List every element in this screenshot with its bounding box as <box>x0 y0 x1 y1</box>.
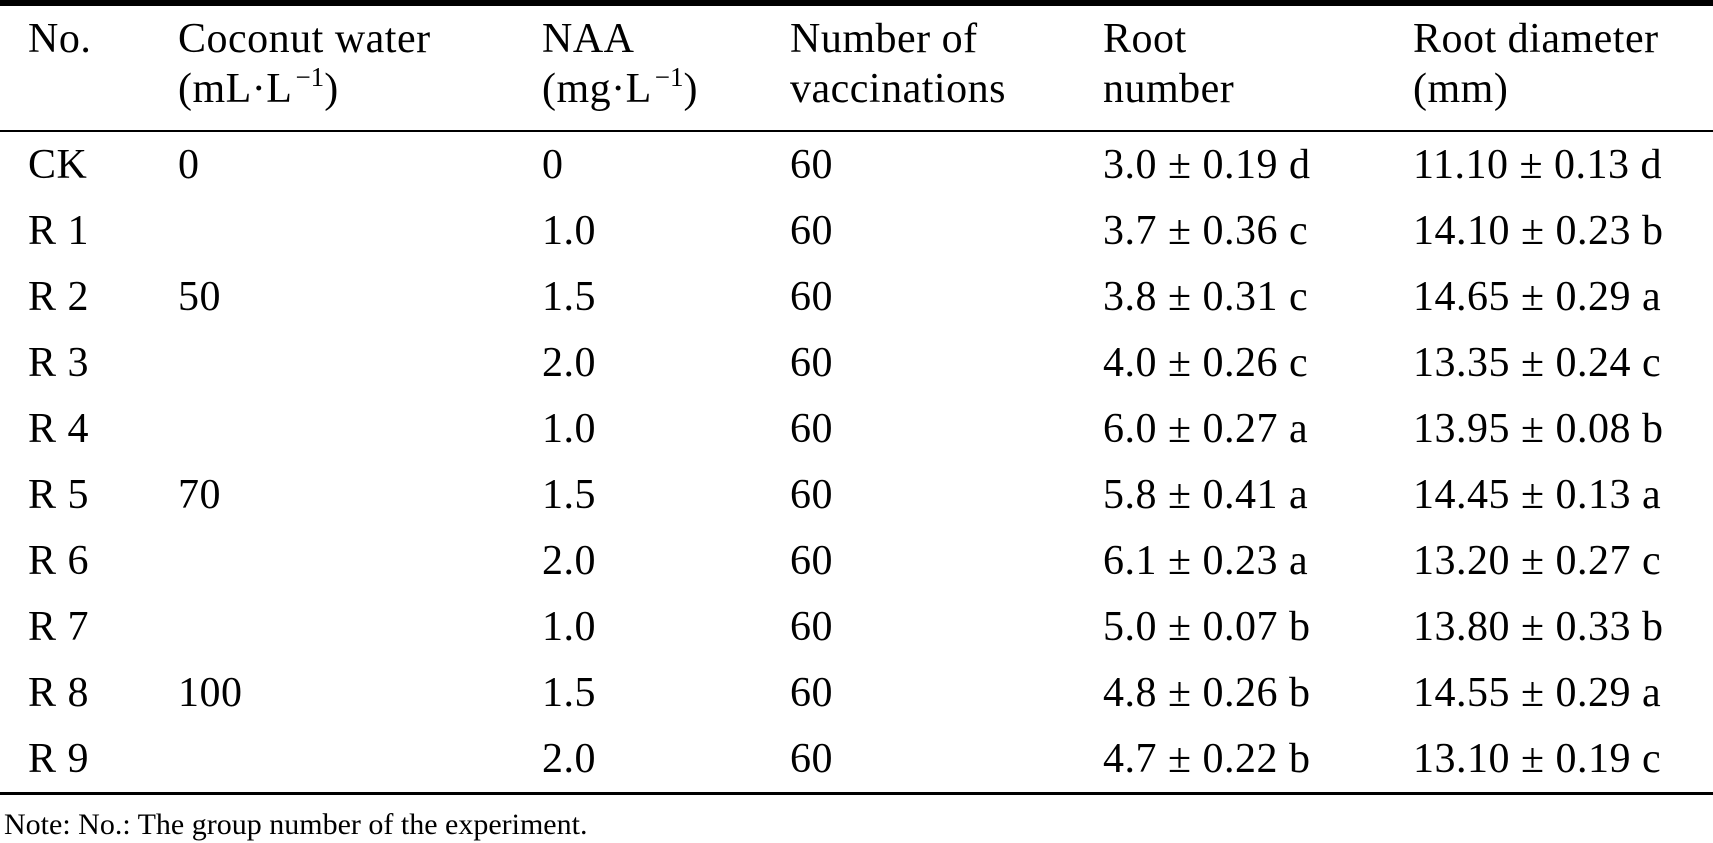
vaccinations-cell: 60 <box>790 274 833 320</box>
root-diameter-cell: 13.35 ± 0.24 c <box>1413 340 1662 386</box>
root-diameter-cell: 11.10 ± 0.13 d <box>1413 142 1662 188</box>
row-label-cell: R 3 <box>28 340 90 386</box>
root-number-cell: 4.8 ± 0.26 b <box>1103 670 1311 716</box>
naa-cell: 2.0 <box>542 538 596 584</box>
header-row: No. Coconut water (mL·L −1) NAA (mg·L −1) … <box>0 3 1713 132</box>
root-number-cell: 4.0 ± 0.26 c <box>1103 340 1309 386</box>
root-diameter-cell: 14.45 ± 0.13 a <box>1413 472 1662 518</box>
table-row: R 3 2.0 60 4.0 ± 0.26 c 13.35 ± 0.24 c <box>0 330 1713 396</box>
coconut-water-cell: 0 <box>178 142 200 188</box>
root-number-cell: 6.0 ± 0.27 a <box>1103 406 1309 452</box>
naa-cell: 2.0 <box>542 736 596 782</box>
row-label-cell: R 6 <box>28 538 90 584</box>
unit-prefix: (mL·L <box>178 66 293 112</box>
vaccinations-cell: 60 <box>790 736 833 782</box>
coconut-water-cell <box>148 198 512 264</box>
root-number-cell: 3.8 ± 0.31 c <box>1103 274 1309 320</box>
root-diameter-cell: 14.65 ± 0.29 a <box>1413 274 1662 320</box>
col-header-root-diameter-line1: Root diameter <box>1413 16 1659 62</box>
naa-cell: 1.5 <box>542 670 596 716</box>
col-header-vaccinations-line1: Number of <box>790 16 978 62</box>
root-diameter-cell: 13.10 ± 0.19 c <box>1413 736 1662 782</box>
vaccinations-cell: 60 <box>790 406 833 452</box>
naa-cell: 2.0 <box>542 340 596 386</box>
row-label-cell: R 9 <box>28 736 90 782</box>
unit-superscript: −1 <box>654 62 684 92</box>
row-label-cell: CK <box>28 142 88 188</box>
root-number-cell: 5.8 ± 0.41 a <box>1103 472 1309 518</box>
root-number-cell: 5.0 ± 0.07 b <box>1103 604 1311 650</box>
naa-cell: 1.0 <box>542 406 596 452</box>
root-diameter-cell: 14.10 ± 0.23 b <box>1413 208 1664 254</box>
col-header-naa-unit: (mg·L −1) <box>542 62 760 118</box>
col-header-naa: NAA (mg·L −1) <box>512 3 760 132</box>
unit-prefix: (mg·L <box>542 66 652 112</box>
vaccinations-cell: 60 <box>790 472 833 518</box>
row-label-cell: R 1 <box>28 208 90 254</box>
table-row: R 5 70 1.5 60 5.8 ± 0.41 a 14.45 ± 0.13 … <box>0 462 1713 528</box>
root-diameter-cell: 14.55 ± 0.29 a <box>1413 670 1662 716</box>
table-row: R 1 1.0 60 3.7 ± 0.36 c 14.10 ± 0.23 b <box>0 198 1713 264</box>
col-header-coconut-water-label: Coconut water <box>178 16 431 62</box>
naa-cell: 1.0 <box>542 208 596 254</box>
coconut-water-cell <box>148 726 512 794</box>
col-header-root-diameter: Root diameter (mm) <box>1383 3 1713 132</box>
col-header-root-number-line2: number <box>1103 66 1235 112</box>
vaccinations-cell: 60 <box>790 142 833 188</box>
table-row: R 9 2.0 60 4.7 ± 0.22 b 13.10 ± 0.19 c <box>0 726 1713 794</box>
table-row: R 8 100 1.5 60 4.8 ± 0.26 b 14.55 ± 0.29… <box>0 660 1713 726</box>
vaccinations-cell: 60 <box>790 340 833 386</box>
row-label-cell: R 8 <box>28 670 90 716</box>
unit-suffix: ) <box>324 66 339 112</box>
row-label-cell: R 2 <box>28 274 90 320</box>
col-header-coconut-water: Coconut water (mL·L −1) <box>148 3 512 132</box>
root-diameter-cell: 13.95 ± 0.08 b <box>1413 406 1664 452</box>
coconut-water-cell <box>148 396 512 462</box>
root-number-cell: 4.7 ± 0.22 b <box>1103 736 1311 782</box>
table-note: Note: No.: The group number of the exper… <box>4 808 588 841</box>
col-header-vaccinations-line2: vaccinations <box>790 66 1006 112</box>
root-number-cell: 6.1 ± 0.23 a <box>1103 538 1309 584</box>
table-row: R 4 1.0 60 6.0 ± 0.27 a 13.95 ± 0.08 b <box>0 396 1713 462</box>
coconut-water-cell: 70 <box>178 472 221 518</box>
root-diameter-cell: 13.80 ± 0.33 b <box>1413 604 1664 650</box>
col-header-root-number-line1: Root <box>1103 16 1187 62</box>
col-header-vaccinations: Number of vaccinations <box>760 3 1073 132</box>
table-row: CK 0 0 60 3.0 ± 0.19 d 11.10 ± 0.13 d <box>0 131 1713 198</box>
naa-cell: 1.0 <box>542 604 596 650</box>
col-header-coconut-water-unit: (mL·L −1) <box>178 62 512 118</box>
root-number-cell: 3.7 ± 0.36 c <box>1103 208 1309 254</box>
vaccinations-cell: 60 <box>790 208 833 254</box>
table-row: R 7 1.0 60 5.0 ± 0.07 b 13.80 ± 0.33 b <box>0 594 1713 660</box>
coconut-water-cell <box>148 528 512 594</box>
unit-suffix: ) <box>683 66 699 112</box>
naa-cell: 1.5 <box>542 274 596 320</box>
col-header-no: No. <box>0 3 148 132</box>
unit-superscript: −1 <box>295 62 325 92</box>
root-number-cell: 3.0 ± 0.19 d <box>1103 142 1311 188</box>
vaccinations-cell: 60 <box>790 670 833 716</box>
vaccinations-cell: 60 <box>790 538 833 584</box>
row-label-cell: R 5 <box>28 472 90 518</box>
col-header-no-label: No. <box>28 16 92 62</box>
treatment-results-table: No. Coconut water (mL·L −1) NAA (mg·L −1) … <box>0 0 1713 795</box>
coconut-water-cell <box>148 594 512 660</box>
table-row: R 2 50 1.5 60 3.8 ± 0.31 c 14.65 ± 0.29 … <box>0 264 1713 330</box>
coconut-water-cell: 50 <box>178 274 221 320</box>
coconut-water-cell <box>148 330 512 396</box>
table-row: R 6 2.0 60 6.1 ± 0.23 a 13.20 ± 0.27 c <box>0 528 1713 594</box>
naa-cell: 1.5 <box>542 472 596 518</box>
col-header-root-number: Root number <box>1073 3 1383 132</box>
col-header-naa-label: NAA <box>542 16 635 62</box>
vaccinations-cell: 60 <box>790 604 833 650</box>
col-header-root-diameter-line2: (mm) <box>1413 66 1509 112</box>
row-label-cell: R 7 <box>28 604 90 650</box>
root-diameter-cell: 13.20 ± 0.27 c <box>1413 538 1662 584</box>
naa-cell: 0 <box>542 142 564 188</box>
coconut-water-cell: 100 <box>178 670 243 716</box>
row-label-cell: R 4 <box>28 406 90 452</box>
